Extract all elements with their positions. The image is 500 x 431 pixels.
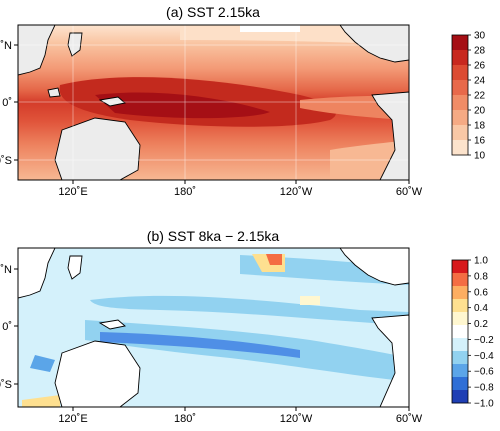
colorbar-swatch <box>452 351 468 365</box>
colorbar-label: 0.2 <box>474 319 488 330</box>
panel-a-xtick-180: 180˚ <box>174 186 196 198</box>
panel-b-ytick-30n: 30˚N <box>0 264 12 276</box>
panel-a-x-tick-labels: 120˚E 180˚ 120˚W 60˚W <box>58 186 422 198</box>
anomaly-positive-strong-north <box>266 254 282 265</box>
colorbar-label: 0.8 <box>474 271 488 282</box>
panel-b-tickmarks <box>14 268 410 411</box>
panel-b-colorbar-frame <box>451 259 469 404</box>
colorbar-swatch <box>452 50 468 66</box>
colorbar-label: −0.6 <box>474 367 494 378</box>
land-north-america-b <box>339 248 409 286</box>
panel-a-colorbar-labels: 30 28 26 24 22 20 18 16 10 <box>468 31 486 162</box>
colorbar-swatch <box>452 273 468 287</box>
colorbar-swatch <box>452 95 468 111</box>
land-borneo <box>47 87 61 98</box>
colorbar-label: 1.0 <box>474 256 488 267</box>
panel-b-ytick-0: 0˚ <box>2 321 12 333</box>
panel-a-colorbar: 30 28 26 24 22 20 18 16 10 <box>451 31 486 162</box>
anomaly-blue-west <box>30 355 55 372</box>
colorbar-label: −1.0 <box>474 399 494 410</box>
northern-cool-white <box>240 25 300 32</box>
anomaly-mid-band-north <box>90 295 409 325</box>
panel-a-ytick-0: 0˚ <box>2 97 12 109</box>
anomaly-positive-south <box>22 395 60 407</box>
panel-a-ytick-30s: 30˚S <box>0 155 12 167</box>
colorbar-swatch <box>452 325 468 339</box>
panel-a-ytick-30n: 30˚N <box>0 40 12 52</box>
colorbar-swatch <box>452 338 468 352</box>
colorbar-swatch <box>452 80 468 96</box>
colorbar-label: 18 <box>474 121 486 132</box>
panel-a-map-field <box>18 25 409 180</box>
panel-b-y-tick-labels: 30˚N 0˚ 30˚S <box>0 264 12 391</box>
land-australia-b <box>54 340 141 407</box>
anomaly-strong-band <box>100 332 300 358</box>
colorbar-label: 16 <box>474 136 486 147</box>
colorbar-label: −0.8 <box>474 383 494 394</box>
land-japan-east-asia-b <box>67 255 83 280</box>
colorbar-swatch <box>452 260 468 274</box>
panel-b-colorbar-labels: 1.0 0.8 0.6 0.4 0.2 −0.2 −0.4 −0.6 −0.8 −1.0 <box>468 256 494 410</box>
colorbar-label: 22 <box>474 91 486 102</box>
colorbar-swatch <box>452 299 468 313</box>
panel-b-title: (b) SST 8ka − 2.15ka <box>147 228 280 244</box>
colorbar-swatch <box>452 377 468 391</box>
colorbar-swatch <box>452 35 468 51</box>
panel-b-xtick-120e: 120˚E <box>58 413 87 425</box>
land-masses-b <box>18 248 409 407</box>
panel-a-xtick-120e: 120˚E <box>58 186 87 198</box>
panel-b-colorbar: 1.0 0.8 0.6 0.4 0.2 −0.2 −0.4 −0.6 −0.8 −1.0 <box>451 256 494 410</box>
land-australia <box>54 117 141 180</box>
panel-b-colorbar-swatches <box>452 260 468 404</box>
land-new-guinea-b <box>98 319 126 330</box>
colorbar-label: 0.6 <box>474 287 488 298</box>
colorbar-swatch <box>452 65 468 81</box>
panel-a-y-tick-labels: 30˚N 0˚ 30˚S <box>0 40 12 167</box>
colorbar-swatch <box>452 125 468 141</box>
panel-b-x-tick-labels: 120˚E 180˚ 120˚W 60˚W <box>58 413 422 425</box>
panel-b-sst-anomaly-map: (b) SST 8ka − 2.15ka <box>0 228 494 425</box>
colorbar-label: −0.4 <box>474 351 494 362</box>
anomaly-slight-positive <box>300 296 320 305</box>
land-south-america-b <box>371 314 409 407</box>
panel-a-colorbar-swatches <box>452 35 468 156</box>
colorbar-swatch <box>452 286 468 300</box>
land-north-america <box>339 25 409 63</box>
land-south-america <box>371 91 409 180</box>
land-asia-b <box>18 248 56 299</box>
land-new-guinea <box>98 96 126 107</box>
panel-b-map-field <box>18 248 409 407</box>
colorbar-label: 28 <box>474 46 486 57</box>
panel-a-xtick-60w: 60˚W <box>396 186 423 198</box>
land-masses <box>18 25 409 180</box>
panel-a-tickmarks <box>14 44 410 184</box>
panel-b-ytick-30s: 30˚S <box>0 379 12 391</box>
colorbar-label: 24 <box>474 76 486 87</box>
panel-a-gridlines <box>18 25 409 180</box>
panel-a-xtick-120w: 120˚W <box>280 186 313 198</box>
warm-pool-core <box>95 92 270 119</box>
panel-b-xtick-120w: 120˚W <box>280 413 313 425</box>
colorbar-label: −0.2 <box>474 335 494 346</box>
panel-b-xtick-180: 180˚ <box>174 413 196 425</box>
colorbar-label: 20 <box>474 106 486 117</box>
colorbar-swatch <box>452 110 468 126</box>
colorbar-swatch <box>452 390 468 404</box>
panel-a-sst-map: (a) SST 2.15ka <box>0 4 486 198</box>
panel-b-frame <box>17 247 410 408</box>
colorbar-swatch <box>452 140 468 156</box>
land-asia <box>18 25 56 76</box>
colorbar-label: 26 <box>474 61 486 72</box>
colorbar-swatch <box>452 312 468 326</box>
colorbar-swatch <box>452 364 468 378</box>
panel-a-title: (a) SST 2.15ka <box>166 4 260 20</box>
colorbar-label: 0.4 <box>474 303 488 314</box>
colorbar-label: 30 <box>474 31 486 42</box>
panel-b-xtick-60w: 60˚W <box>396 413 423 425</box>
colorbar-label: 10 <box>474 151 486 162</box>
land-japan-east-asia <box>67 32 83 57</box>
